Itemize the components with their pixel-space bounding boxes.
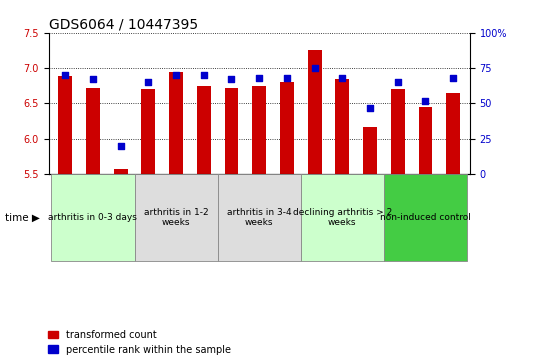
Text: arthritis in 0-3 days: arthritis in 0-3 days: [49, 213, 137, 222]
Bar: [58, 76, 72, 174]
Bar: [225, 88, 239, 174]
Bar: [363, 127, 377, 174]
Point: [282, 75, 291, 81]
Point: [89, 77, 97, 82]
Bar: [280, 82, 294, 174]
Point: [144, 79, 153, 85]
Point: [61, 72, 70, 78]
Point: [199, 72, 208, 78]
Bar: [335, 79, 349, 174]
Point: [116, 143, 125, 149]
Bar: [218, 174, 301, 261]
Bar: [141, 89, 156, 174]
Text: GDS6064 / 10447395: GDS6064 / 10447395: [49, 17, 198, 32]
Bar: [197, 86, 211, 174]
Bar: [114, 169, 127, 174]
Point: [338, 75, 347, 81]
Bar: [51, 174, 134, 261]
Point: [421, 98, 430, 103]
Text: arthritis in 3-4
weeks: arthritis in 3-4 weeks: [227, 208, 292, 228]
Bar: [252, 86, 266, 174]
Bar: [301, 174, 384, 261]
Legend: transformed count, percentile rank within the sample: transformed count, percentile rank withi…: [48, 330, 231, 355]
Text: non-induced control: non-induced control: [380, 213, 471, 222]
Bar: [446, 93, 460, 174]
Text: declining arthritis > 2
weeks: declining arthritis > 2 weeks: [293, 208, 392, 228]
Bar: [134, 174, 218, 261]
Bar: [169, 72, 183, 174]
Text: time ▶: time ▶: [5, 213, 40, 223]
Bar: [308, 50, 321, 174]
Text: arthritis in 1-2
weeks: arthritis in 1-2 weeks: [144, 208, 208, 228]
Bar: [86, 88, 100, 174]
Bar: [391, 89, 404, 174]
Point: [255, 75, 264, 81]
Point: [172, 72, 180, 78]
Point: [449, 75, 457, 81]
Point: [394, 79, 402, 85]
Point: [366, 105, 374, 111]
Bar: [384, 174, 467, 261]
Point: [227, 77, 236, 82]
Bar: [418, 107, 433, 174]
Point: [310, 65, 319, 71]
